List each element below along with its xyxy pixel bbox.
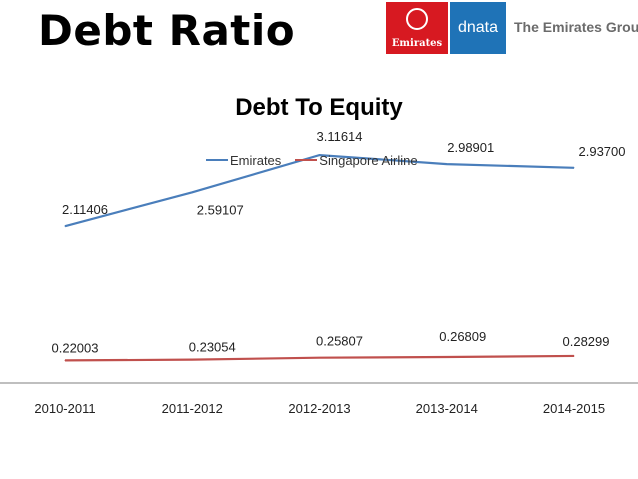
data-point <box>573 167 575 169</box>
emirates-logo: Emirates <box>386 2 448 54</box>
data-point <box>64 359 66 361</box>
legend-swatch-emirates <box>206 159 228 161</box>
data-label: 0.28299 <box>563 334 610 349</box>
data-label: 3.11614 <box>316 129 362 144</box>
x-tick-label: 2011-2012 <box>162 401 223 416</box>
dnata-logo-text: dnata <box>457 19 499 36</box>
emirates-logo-text: Emirates <box>391 38 443 49</box>
data-label: 0.25807 <box>316 334 363 349</box>
chart-legend: Emirates Singapore Airline <box>206 151 432 169</box>
data-label: 0.23054 <box>189 340 236 355</box>
data-point <box>446 356 448 358</box>
data-label: 2.93700 <box>579 144 626 159</box>
slide-title: Debt Ratio <box>38 6 296 55</box>
emirates-emblem-icon <box>406 8 428 30</box>
logo-group: Emirates dnata The Emirates Group <box>386 2 638 54</box>
legend-item-emirates: Emirates <box>206 153 281 168</box>
data-point <box>64 225 66 227</box>
x-tick-label: 2010-2011 <box>34 401 95 416</box>
legend-swatch-singapore-airline <box>295 159 318 161</box>
data-point <box>191 359 193 361</box>
x-tick-label: 2014-2015 <box>543 401 605 416</box>
x-tick-label: 2012-2013 <box>288 401 350 416</box>
x-tick-label: 2013-2014 <box>416 401 478 416</box>
data-label: 0.22003 <box>52 340 99 355</box>
legend-label-emirates: Emirates <box>230 152 282 168</box>
data-point <box>191 191 193 193</box>
data-point <box>319 154 320 156</box>
data-label: 2.11406 <box>62 202 108 217</box>
group-name: The Emirates Group <box>514 19 638 35</box>
chart-title: Debt To Equity <box>235 94 403 121</box>
dnata-logo: dnata <box>450 2 506 54</box>
legend-label-singapore-airline: Singapore Airline <box>319 152 418 168</box>
data-point <box>319 357 320 359</box>
data-label: 2.98901 <box>447 140 494 155</box>
data-label: 2.59107 <box>197 202 244 217</box>
data-point <box>573 355 575 357</box>
legend-item-singapore-airline: Singapore Airline <box>295 152 418 168</box>
data-point <box>446 163 448 165</box>
data-label: 0.26809 <box>439 329 486 344</box>
